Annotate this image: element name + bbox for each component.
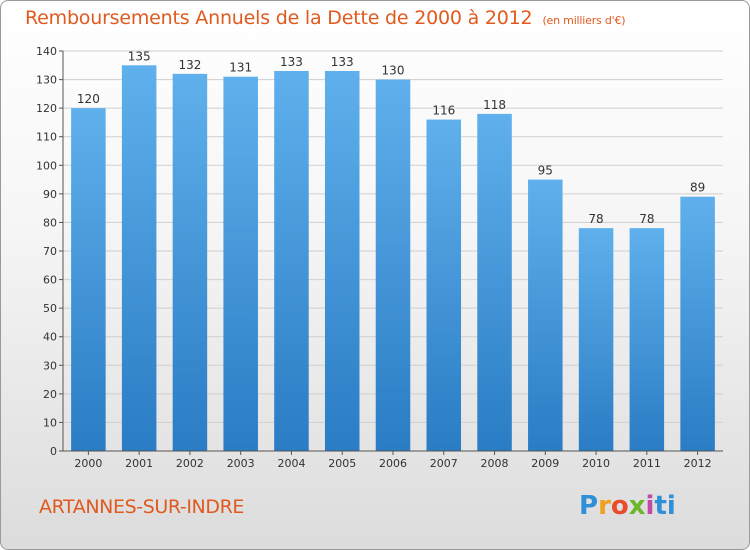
bar <box>121 65 157 452</box>
data-labels: 120 135 132 131 133 133 130 116 118 95 78 78 89 <box>77 49 705 226</box>
data-label: 89 <box>690 181 705 195</box>
bar <box>71 108 106 452</box>
x-tick-label: 2008 <box>481 457 509 470</box>
bar <box>324 71 360 451</box>
y-tick-label: 10 <box>43 416 57 429</box>
y-tick-label: 90 <box>43 188 57 201</box>
y-tick-label: 120 <box>36 102 57 115</box>
y-tick-label: 100 <box>36 159 57 172</box>
logo-letter: i <box>666 491 676 521</box>
bar <box>629 228 665 451</box>
data-label: 116 <box>432 104 455 118</box>
bar <box>375 79 411 452</box>
logo-letter: r <box>598 491 611 521</box>
bar <box>578 228 614 451</box>
y-tick-label: 110 <box>36 131 57 144</box>
axes: 0 10 20 30 40 50 60 70 80 90 100 110 120 130 140 2000 20… <box>36 45 723 470</box>
x-tick-label: 2012 <box>684 457 712 470</box>
title-unit: (en milliers d'€) <box>542 14 626 27</box>
bar-chart: 120 135 132 131 133 133 130 116 118 95 78 78 89 0 10 2… <box>36 45 723 470</box>
x-tick-label: 2004 <box>277 457 305 470</box>
x-tick-label: 2001 <box>125 457 153 470</box>
commune-name: ARTANNES-SUR-INDRE <box>39 496 245 518</box>
data-label: 130 <box>382 64 405 78</box>
x-tick-label: 2002 <box>176 457 204 470</box>
data-label: 133 <box>280 55 303 69</box>
x-tick-label: 2010 <box>582 457 610 470</box>
bar <box>528 179 563 452</box>
logo-letter: x <box>628 491 646 521</box>
title-text: Remboursements Annuels de la Dette de 20… <box>25 7 533 29</box>
bar <box>172 73 208 451</box>
data-label: 135 <box>128 49 151 63</box>
x-tick-label: 2006 <box>379 457 407 470</box>
bars <box>71 65 715 452</box>
bar <box>223 76 258 451</box>
data-label: 120 <box>77 92 100 106</box>
x-tick-label: 2011 <box>633 457 661 470</box>
y-tick-label: 60 <box>43 274 57 287</box>
bar <box>274 71 309 451</box>
data-label: 95 <box>538 164 553 178</box>
data-label: 132 <box>178 58 201 72</box>
logo-letter: o <box>610 491 629 521</box>
y-tick-label: 0 <box>50 445 57 458</box>
x-tick-label: 2003 <box>227 457 255 470</box>
data-label: 78 <box>588 212 603 226</box>
chart-title: Remboursements Annuels de la Dette de 20… <box>25 7 626 29</box>
bar <box>426 119 462 452</box>
data-label: 133 <box>331 55 354 69</box>
logo-letter: t <box>654 491 667 521</box>
bar <box>680 196 715 451</box>
y-tick-label: 50 <box>43 302 57 315</box>
y-tick-label: 20 <box>43 388 57 401</box>
bar <box>477 113 512 451</box>
y-tick-label: 30 <box>43 359 57 372</box>
y-tick-label: 40 <box>43 331 57 344</box>
x-tick-label: 2009 <box>531 457 559 470</box>
data-label: 78 <box>639 212 654 226</box>
proxiti-logo: Proxiti <box>579 491 676 521</box>
y-tick-label: 80 <box>43 216 57 229</box>
data-label: 131 <box>229 61 252 75</box>
y-tick-label: 70 <box>43 245 57 258</box>
y-tick-label: 140 <box>36 45 57 58</box>
logo-letter: P <box>579 491 599 521</box>
x-tick-label: 2007 <box>430 457 458 470</box>
x-tick-label: 2005 <box>328 457 356 470</box>
logo-letter: i <box>645 491 655 521</box>
data-label: 118 <box>483 98 506 112</box>
x-tick-label: 2000 <box>74 457 102 470</box>
y-tick-label: 130 <box>36 74 57 87</box>
